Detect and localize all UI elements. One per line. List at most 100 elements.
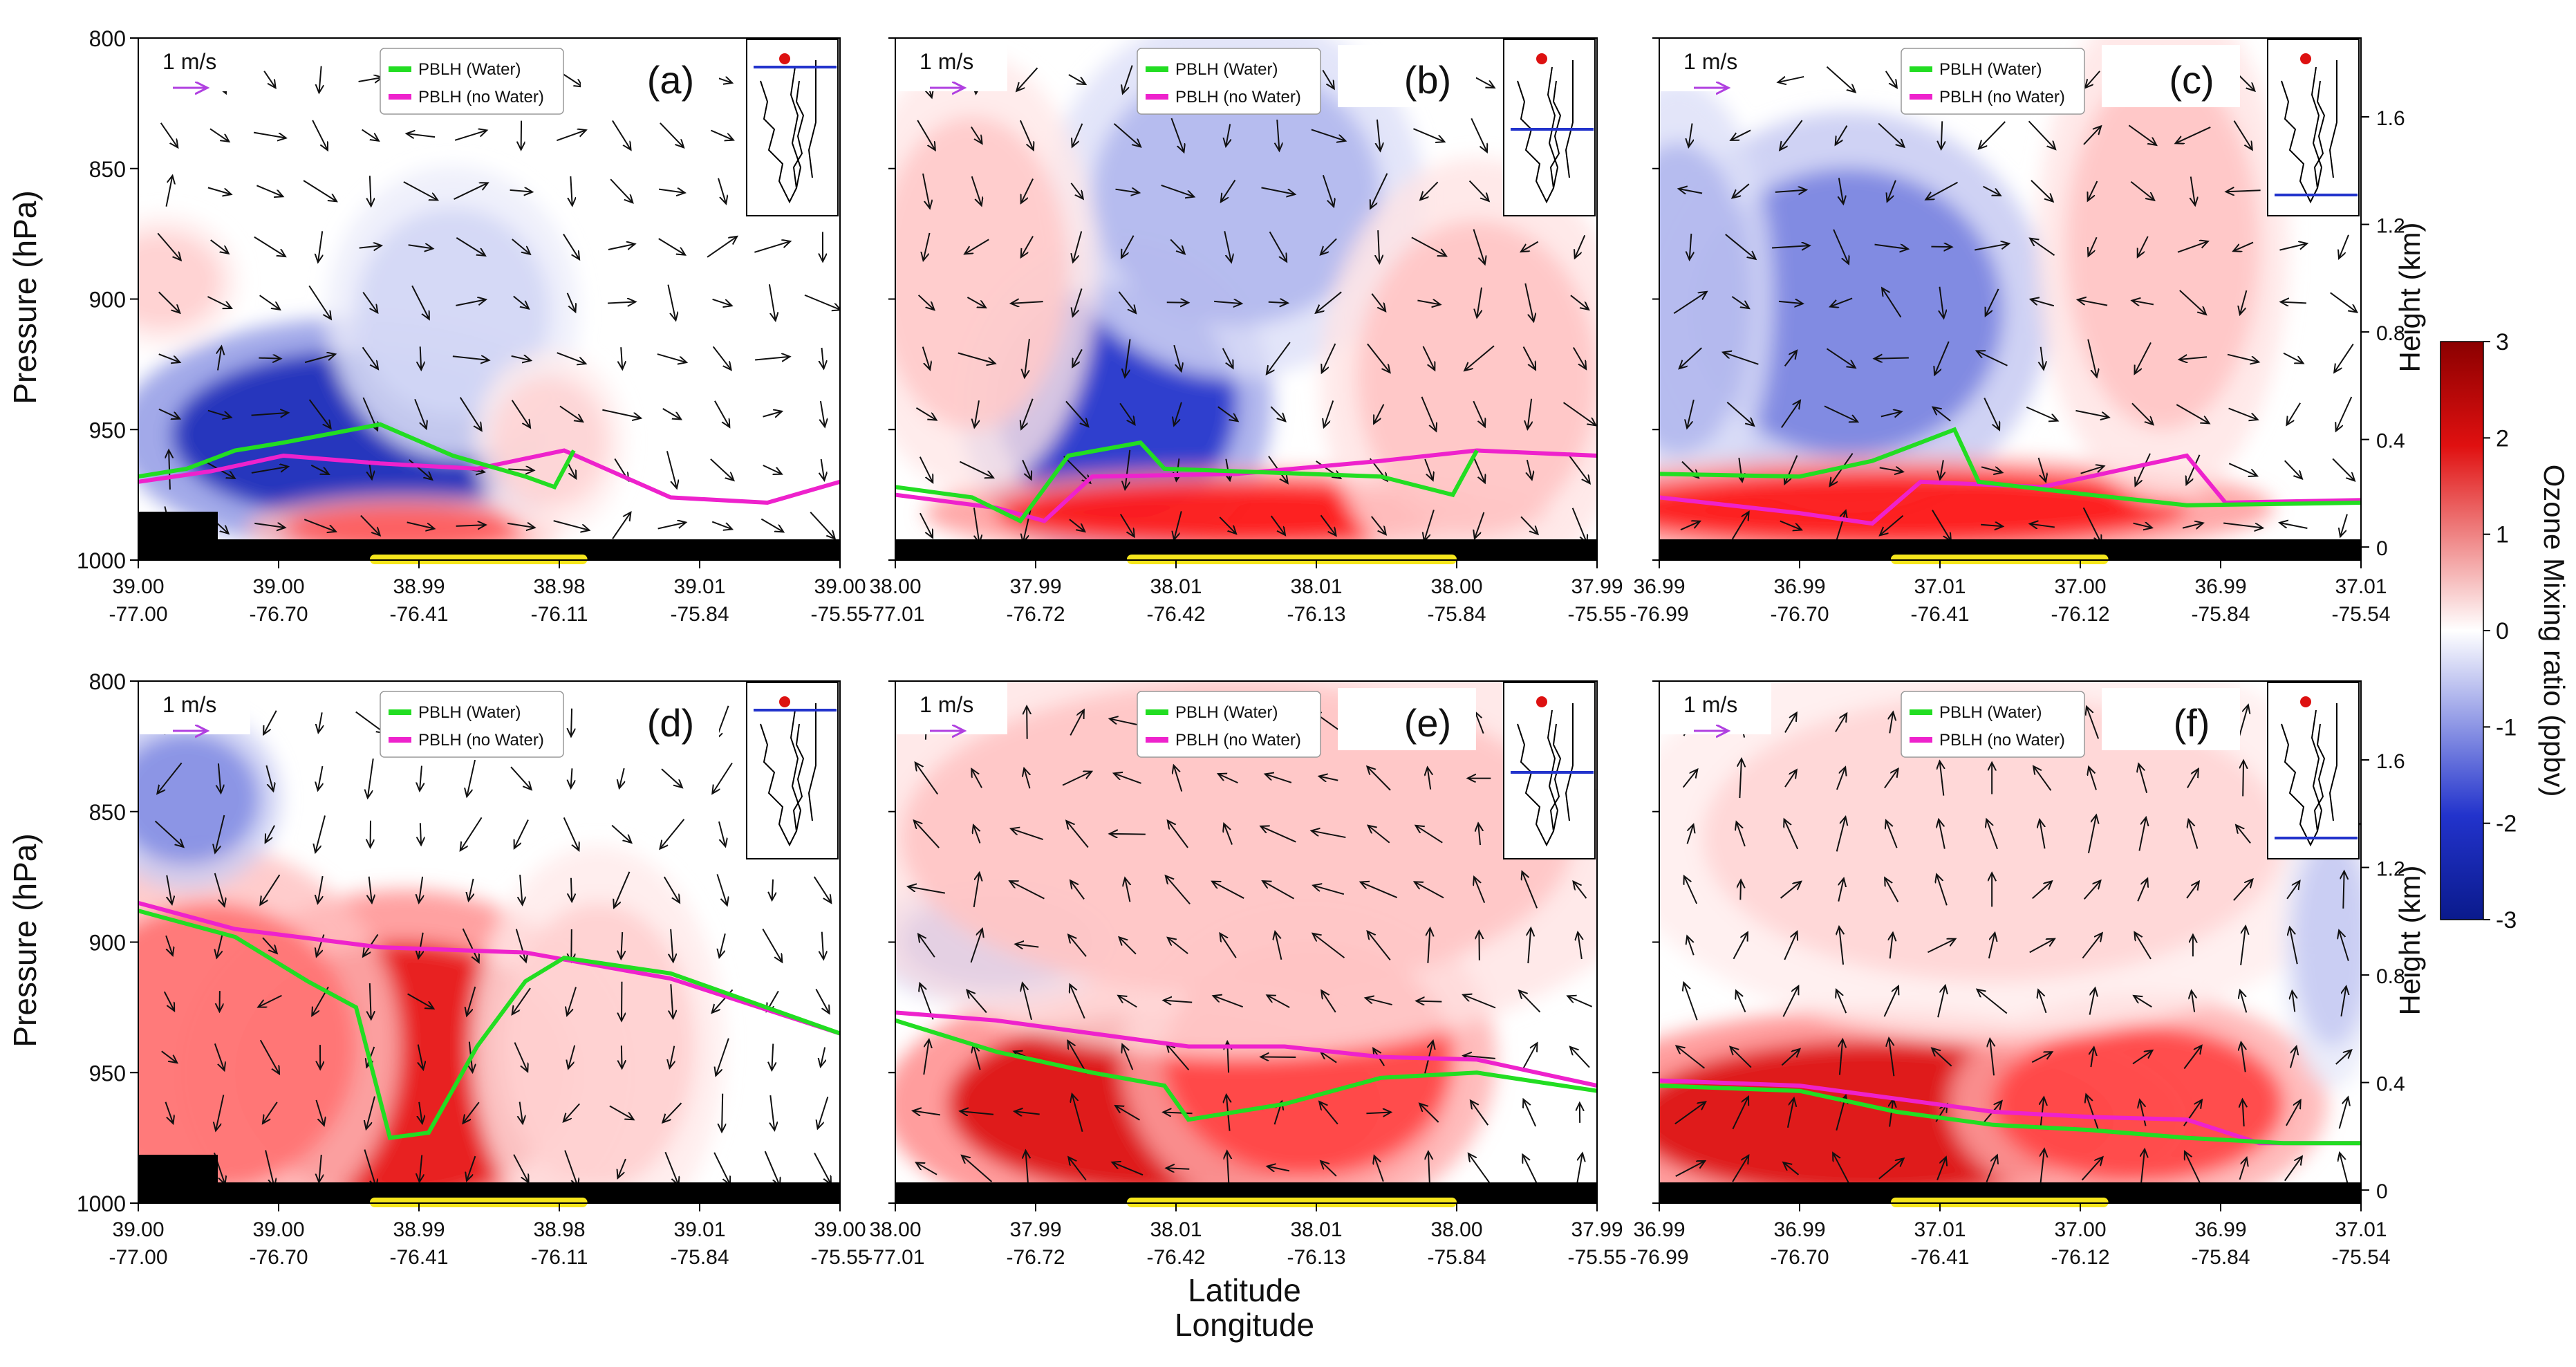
x-tick-lon: -75.54 [2331, 1246, 2390, 1269]
wind-arrow [1690, 233, 1692, 260]
height-tick-label: 1.6 [2376, 107, 2405, 130]
wind-arrow [207, 187, 232, 194]
wind-arrow [1783, 1162, 1800, 1175]
wind-arrow [265, 825, 275, 843]
wind-arrow [1528, 928, 1531, 964]
wind-arrow [1411, 236, 1446, 256]
wind-arrow [718, 821, 725, 846]
x-tick-lat: 39.00 [252, 575, 304, 598]
wind-arrow [359, 245, 382, 248]
x-tick-lat: 39.00 [814, 575, 866, 598]
wind-arrow [2030, 524, 2055, 528]
wind-arrow [1940, 761, 1944, 796]
wind-arrow [1473, 229, 1484, 265]
wind-arrow [418, 932, 423, 958]
wind-arrow [1934, 341, 1950, 375]
inset-coastline-2 [2311, 66, 2323, 189]
wind-arrow [660, 122, 684, 147]
wind-arrow [1523, 1099, 1537, 1127]
wind-arrow [511, 400, 530, 428]
wind-arrow [1737, 822, 1746, 847]
topography [138, 512, 840, 564]
x-tick-lat: 37.00 [2054, 575, 2106, 598]
wind-arrow [1011, 828, 1044, 841]
wind-arrow [1419, 1104, 1439, 1123]
wind-arrow [254, 236, 286, 257]
wind-arrow [409, 459, 432, 480]
wind-arrow [1784, 455, 1798, 485]
wind-arrow [1887, 180, 1896, 202]
wind-arrow [1981, 525, 2003, 527]
wind-arrow [974, 400, 979, 427]
wind-arrow [1115, 1106, 1140, 1121]
wind-arrow [2037, 457, 2046, 482]
x-tick-lon: -75.84 [670, 603, 729, 626]
wind-arrow [214, 873, 225, 906]
wind-arrow [660, 819, 685, 849]
wind-arrow [407, 133, 436, 137]
wind-arrow [1726, 401, 1754, 426]
wind-arrow [764, 1151, 780, 1186]
x-tick-lat: 36.99 [2194, 1218, 2246, 1241]
wind-arrow [619, 768, 624, 788]
wind-arrow [712, 346, 731, 370]
wind-arrow [1878, 1158, 1904, 1180]
wind-arrow [1166, 875, 1191, 905]
wind-arrow [1023, 508, 1032, 542]
wind-arrow [318, 765, 323, 790]
wind-arrow [1277, 119, 1279, 151]
wind-arrow [2281, 302, 2306, 304]
wind-arrow [821, 458, 825, 481]
wind-arrow [2179, 290, 2206, 315]
panel-label-bg [2102, 688, 2240, 750]
legend-water-label: PBLH (Water) [1939, 60, 2042, 79]
wind-arrow [2135, 453, 2151, 486]
wind-arrow [263, 71, 275, 88]
wind-arrow [1114, 773, 1141, 784]
x-tick-lat: 38.98 [533, 575, 585, 598]
wind-arrow [456, 299, 485, 306]
wind-arrow [967, 990, 987, 1014]
wind-arrow [1275, 931, 1282, 960]
wind-arrow [973, 508, 980, 543]
wind-arrow [456, 525, 486, 526]
wind-arrow [259, 1039, 279, 1074]
wind-arrow [2336, 396, 2353, 431]
panel-d: 1 m/s PBLH (Water) PBLH (no Water) (d) 800 85… [77, 669, 870, 1269]
x-tick-lat: 39.00 [814, 1218, 866, 1241]
y-axis-pressure: 800 850 900 950 1000 [77, 669, 138, 1216]
wind-arrow [1222, 348, 1233, 369]
wind-arrow [716, 1038, 729, 1076]
wind-arrow [1784, 819, 1799, 850]
panel-e: 1 m/s PBLH (Water) PBLH (no Water) (e) 38.00… [866, 680, 1627, 1269]
wind-arrow [973, 825, 981, 844]
x-tick-lon: -76.41 [1910, 1246, 1969, 1269]
wind-arrow [571, 877, 572, 902]
wind-arrow [818, 1097, 829, 1128]
legend-box [380, 691, 564, 758]
wind-arrow [463, 1101, 480, 1123]
wind-arrow [602, 409, 641, 418]
wind-arrow [319, 66, 321, 93]
wind-arrow [2290, 927, 2298, 965]
ozone-field [895, 681, 1597, 1203]
x-tick-lon: -77.00 [109, 1246, 167, 1269]
wind-arrow [2132, 1050, 2152, 1065]
wind-arrow [207, 409, 232, 418]
wind-arrow [1270, 406, 1285, 421]
wind-arrow [559, 71, 583, 86]
wind-arrow [469, 878, 474, 901]
wind-arrow [308, 399, 331, 429]
wind-arrow [1874, 358, 1909, 359]
wind-arrow [1062, 772, 1092, 786]
wind-arrow [1723, 352, 1759, 365]
wind-arrow [2081, 1157, 2103, 1181]
wind-arrow [319, 1155, 321, 1182]
x-tick-lon: -75.55 [810, 603, 869, 626]
wind-arrow [2330, 292, 2358, 312]
wind-arrow [370, 983, 371, 1019]
wind-arrow [1125, 339, 1131, 378]
wind-arrow [719, 933, 726, 958]
wind-scale-key: 1 m/s [140, 39, 250, 91]
x-tick-lat: 37.99 [1009, 1218, 1061, 1241]
